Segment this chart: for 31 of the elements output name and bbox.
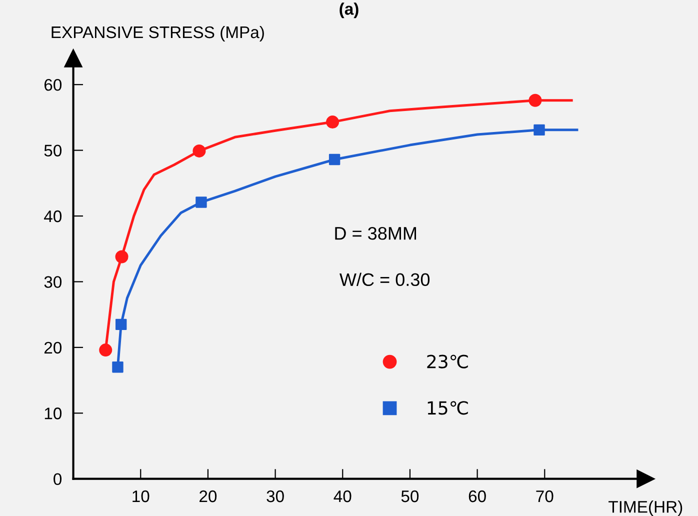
point: [112, 362, 124, 373]
point: [196, 196, 207, 208]
point: [192, 144, 206, 158]
y-tick-label: 60: [44, 78, 62, 91]
x-tick-label: 20: [200, 490, 217, 502]
point: [326, 116, 340, 129]
y-tick-label: 20: [44, 342, 62, 354]
y-tick-label: 30: [44, 276, 62, 288]
legend-label: 23℃: [427, 354, 468, 368]
annotation: W/C = 0.30: [340, 272, 430, 286]
chart-title: (a): [340, 2, 358, 18]
y-tick-label: 40: [44, 210, 62, 222]
point: [99, 344, 112, 357]
point: [115, 250, 128, 264]
x-tick-label: 50: [401, 490, 419, 502]
y-tick-label: 10: [44, 408, 62, 420]
annotation: D = 38MM: [335, 226, 416, 240]
x-tick-label: 10: [132, 490, 150, 502]
y-tick-label: 50: [44, 144, 62, 157]
x-tick-label: 40: [334, 490, 352, 502]
y-tick-label: 0: [54, 473, 62, 486]
point: [328, 154, 340, 166]
x-tick-label: 60: [468, 490, 486, 502]
point: [528, 94, 542, 107]
x-tick-label: 30: [266, 490, 284, 502]
legend-label: 15℃: [428, 401, 468, 415]
y-axis-title: EXPANSIVE STRESS (MPa): [52, 26, 264, 42]
x-tick-label: 70: [536, 490, 554, 502]
x-axis-title: TIME(HR): [608, 500, 682, 516]
point: [115, 318, 127, 330]
point: [534, 124, 545, 136]
